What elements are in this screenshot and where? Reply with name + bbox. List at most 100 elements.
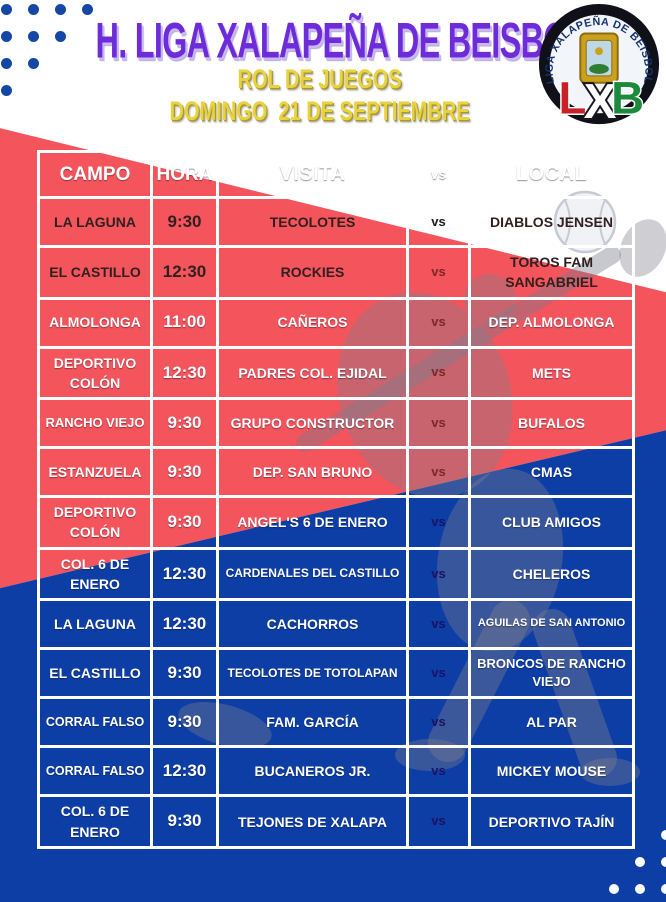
table-row: ESTANZUELA 9:30 DEP. SAN BRUNO vs CMAS — [40, 446, 632, 496]
local-cell: DIABLOS JENSEN — [468, 199, 632, 245]
visita-cell: TECOLOTES — [216, 199, 406, 245]
logo-letter-x: X — [584, 74, 617, 129]
local-cell: TOROS FAM SANGABRIEL — [468, 248, 632, 297]
local-cell: METS — [468, 348, 632, 398]
hora-cell: 12:30 — [150, 248, 216, 297]
table-row: CORRAL FALSO 9:30 FAM. GARCÍA vs AL PAR — [40, 696, 632, 746]
visita-cell: ROCKIES — [216, 248, 406, 297]
decor-dot — [1, 85, 12, 96]
league-logo: LIGA XALAPEÑA DE BEISBOL L X B — [538, 3, 660, 130]
local-cell: AL PAR — [468, 699, 632, 746]
hora-cell: 9:30 — [150, 449, 216, 496]
campo-cell: LA LAGUNA — [54, 616, 136, 633]
table-row: ALMOLONGA 11:00 CAÑEROS vs DEP. ALMOLONG… — [40, 296, 632, 346]
table-row: EL CASTILLO 9:30 TECOLOTES DE TOTOLAPAN … — [40, 647, 632, 697]
campo-cell: EL CASTILLO — [49, 665, 141, 682]
table-row: COL. 6 DE ENERO 9:30 TEJONES DE XALAPA v… — [40, 794, 632, 846]
vs-cell: vs — [406, 299, 468, 346]
hora-cell: 9:30 — [150, 400, 216, 447]
table-row: DEPORTIVO COLÓN 9:30 ANGEL'S 6 DE ENERO … — [40, 495, 632, 547]
table-header-row: CAMPO HORA VISITA vs LOCAL — [40, 153, 632, 196]
schedule-subtitle: ROL DE JUEGOS — [237, 64, 403, 95]
vs-cell: vs — [406, 549, 468, 599]
corner-dots-bottom-right — [609, 830, 666, 894]
visita-cell: DEP. SAN BRUNO — [216, 449, 406, 496]
league-title: H. LIGA XALAPEÑA DE BEISBOL — [95, 11, 588, 69]
header-local: LOCAL — [468, 153, 632, 196]
campo-cell: COL. 6 DE ENERO — [60, 555, 130, 593]
vs-cell: vs — [406, 699, 468, 746]
local-cell: CLUB AMIGOS — [468, 498, 632, 547]
campo-cell: DEPORTIVO COLÓN — [53, 354, 137, 391]
hora-cell: 12:30 — [150, 748, 216, 795]
hora-cell: 9:30 — [150, 699, 216, 746]
decor-dot — [28, 58, 39, 69]
table-row: RANCHO VIEJO 9:30 GRUPO CONSTRUCTOR vs B… — [40, 397, 632, 447]
decor-dot — [635, 857, 645, 867]
local-cell: BUFALOS — [468, 400, 632, 447]
vs-cell: vs — [406, 449, 468, 496]
campo-cell: RANCHO VIEJO — [45, 414, 145, 430]
table-row: CORRAL FALSO 12:30 BUCANEROS JR. vs MICK… — [40, 745, 632, 795]
local-cell: CHELEROS — [468, 549, 632, 599]
corner-dots-top-left — [1, 4, 93, 96]
hora-cell: 12:30 — [150, 549, 216, 599]
decor-dot — [55, 4, 66, 15]
visita-cell: TEJONES DE XALAPA — [216, 797, 406, 846]
vs-cell: vs — [406, 400, 468, 447]
vs-cell: vs — [406, 797, 468, 846]
header-visita: VISITA — [216, 153, 406, 196]
hora-cell: 12:30 — [150, 601, 216, 648]
campo-cell: ALMOLONGA — [49, 314, 141, 331]
logo-letter-b: B — [611, 72, 644, 123]
local-cell: AGUILAS DE SAN ANTONIO — [468, 601, 632, 648]
date-subtitle: DOMINGO 21 DE SEPTIEMBRE — [169, 96, 471, 127]
table-row: DEPORTIVO COLÓN 12:30 PADRES COL. EJIDAL… — [40, 345, 632, 398]
local-cell: MICKEY MOUSE — [468, 748, 632, 795]
table-row: LA LAGUNA 9:30 TECOLOTES vs DIABLOS JENS… — [40, 196, 632, 245]
vs-cell: vs — [406, 650, 468, 697]
decor-dot — [28, 31, 39, 42]
decor-dot — [1, 4, 12, 15]
campo-cell: CORRAL FALSO — [45, 764, 145, 779]
visita-cell: BUCANEROS JR. — [216, 748, 406, 795]
local-cell: DEPORTIVO TAJÍN — [468, 797, 632, 846]
vs-cell: vs — [406, 748, 468, 795]
visita-cell: CARDENALES DEL CASTILLO — [216, 549, 406, 599]
table-row: LA LAGUNA 12:30 CACHORROS vs AGUILAS DE … — [40, 598, 632, 648]
vs-cell: vs — [406, 498, 468, 547]
vs-cell: vs — [406, 248, 468, 297]
campo-cell: COL. 6 DE ENERO — [60, 803, 130, 840]
campo-cell: LA LAGUNA — [54, 213, 136, 230]
hora-cell: 11:00 — [150, 299, 216, 346]
visita-cell: PADRES COL. EJIDAL — [216, 348, 406, 398]
campo-cell: ESTANZUELA — [48, 464, 142, 481]
hora-cell: 12:30 — [150, 348, 216, 398]
logo-letter-l: L — [559, 72, 587, 123]
hora-cell: 9:30 — [150, 650, 216, 697]
visita-cell: FAM. GARCÍA — [216, 699, 406, 746]
decor-dot — [635, 884, 645, 894]
campo-cell: CORRAL FALSO — [45, 715, 145, 730]
decor-dot — [661, 884, 666, 894]
decor-dot — [661, 857, 666, 867]
header-hora: HORA — [150, 153, 216, 196]
visita-cell: TECOLOTES DE TOTOLAPAN — [216, 650, 406, 697]
local-cell: DEP. ALMOLONGA — [468, 299, 632, 346]
hora-cell: 9:30 — [150, 498, 216, 547]
logo-crest — [579, 32, 619, 84]
local-cell: CMAS — [468, 449, 632, 496]
decor-dot — [609, 884, 619, 894]
campo-cell: DEPORTIVO COLÓN — [53, 504, 137, 541]
visita-cell: CACHORROS — [216, 601, 406, 648]
decor-dot — [661, 830, 666, 840]
table-row: EL CASTILLO 12:30 ROCKIES vs TOROS FAM S… — [40, 245, 632, 297]
table-row: COL. 6 DE ENERO 12:30 CARDENALES DEL CAS… — [40, 546, 632, 599]
vs-cell: vs — [406, 199, 468, 245]
decor-dot — [55, 31, 66, 42]
local-cell: BRONCOS DE RANCHO VIEJO — [468, 650, 632, 697]
vs-cell: vs — [406, 348, 468, 398]
decor-dot — [82, 4, 93, 15]
vs-cell: vs — [406, 601, 468, 648]
